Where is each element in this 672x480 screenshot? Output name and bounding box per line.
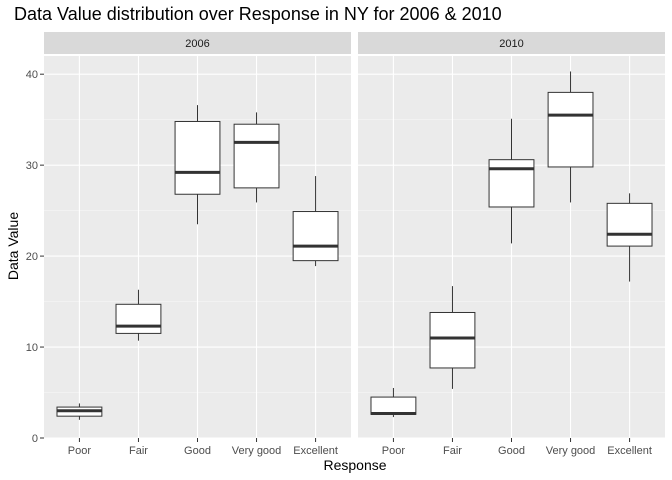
x-tick-label: Good	[498, 445, 525, 457]
box-iqr	[606, 202, 653, 247]
x-tick-label: Poor	[382, 445, 406, 457]
box-iqr	[233, 123, 280, 189]
facet-strip	[44, 32, 351, 54]
boxplot-fair	[429, 286, 476, 389]
boxplot-excellent	[606, 193, 653, 282]
boxplot-fair	[115, 289, 162, 341]
x-tick-label: Very good	[232, 445, 282, 457]
boxplot-poor	[56, 403, 103, 420]
facet-strip	[358, 32, 665, 54]
facet-panel-2010: 2010 Poor Fair Good Very good Excellent	[358, 32, 665, 457]
box-iqr	[547, 91, 594, 168]
boxplot-good	[174, 105, 221, 225]
box-iqr	[174, 120, 221, 195]
x-tick-label: Excellent	[607, 445, 652, 457]
x-tick-label: Good	[184, 445, 211, 457]
y-tick-label: 0	[32, 433, 38, 445]
boxplot-excellent	[292, 176, 339, 267]
facet-strip-label: 2010	[499, 38, 523, 50]
chart-title: Data Value distribution over Response in…	[14, 4, 502, 24]
box-iqr	[488, 159, 535, 208]
box-iqr	[115, 303, 162, 334]
x-tick-label: Very good	[546, 445, 596, 457]
boxplot-very-good	[547, 71, 594, 203]
boxplot-poor	[370, 387, 417, 418]
x-tick-label: Fair	[129, 445, 148, 457]
facet-panels: 2006 Poor Fair Good Very good Excellent 2010 Po…	[44, 32, 665, 457]
x-tick-label: Poor	[68, 445, 92, 457]
x-axis-title: Response	[323, 457, 386, 473]
box-iqr	[370, 396, 417, 415]
facet-panel-2006: 2006 Poor Fair Good Very good Excellent	[44, 32, 351, 457]
box-iqr	[429, 311, 476, 369]
facet-strip-label: 2006	[185, 38, 209, 50]
y-axis: 0 10 20 30 40	[26, 69, 44, 445]
y-tick-label: 20	[26, 251, 38, 263]
x-tick-label: Fair	[443, 445, 462, 457]
y-axis-title: Data Value	[5, 212, 21, 280]
boxplot-good	[488, 118, 535, 244]
boxplot-very-good	[233, 112, 280, 203]
y-tick-label: 30	[26, 160, 38, 172]
y-tick-label: 40	[26, 69, 38, 81]
box-iqr	[292, 211, 339, 262]
y-tick-label: 10	[26, 342, 38, 354]
x-tick-label: Excellent	[293, 445, 338, 457]
